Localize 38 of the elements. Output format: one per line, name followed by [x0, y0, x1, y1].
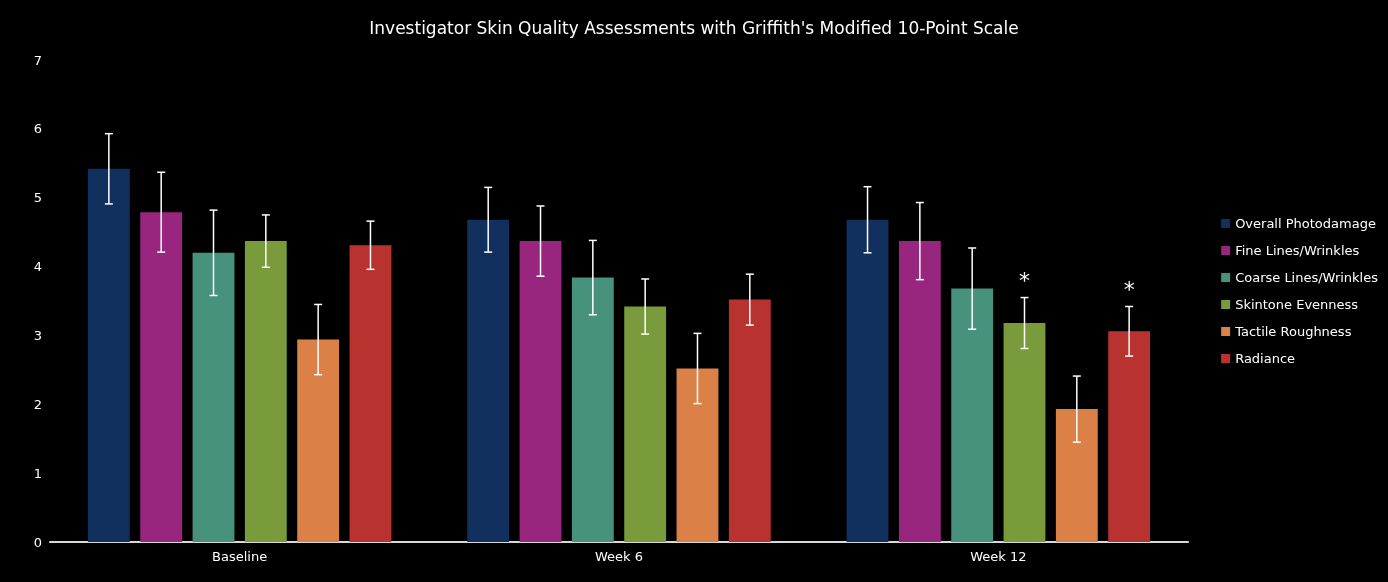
y-tick-label: 1	[33, 465, 42, 481]
chart-title: Investigator Skin Quality Assessments with Griffith's Modified 10-Point Scale	[369, 17, 1019, 38]
bar	[846, 219, 889, 542]
bar	[297, 339, 340, 542]
bar	[1108, 331, 1151, 542]
y-tick-label: 2	[33, 396, 42, 412]
legend-label: Tactile Roughness	[1234, 324, 1352, 339]
bar	[1055, 409, 1098, 542]
y-tick-label: 0	[33, 534, 42, 550]
y-tick-label: 7	[33, 52, 42, 68]
bar	[728, 299, 771, 542]
bar	[244, 241, 287, 542]
legend-label: Radiance	[1235, 351, 1296, 366]
y-tick-label: 4	[33, 259, 42, 275]
x-tick-label: Week 6	[594, 549, 644, 564]
legend-label: Overall Photodamage	[1235, 216, 1376, 231]
bar	[624, 306, 667, 542]
legend-label: Coarse Lines/Wrinkles	[1235, 270, 1379, 285]
bar	[676, 368, 719, 542]
bar	[192, 252, 235, 542]
bar	[951, 288, 994, 542]
legend-label: Skintone Evenness	[1235, 297, 1359, 312]
data-label: *	[1123, 277, 1135, 303]
legend-label: Fine Lines/Wrinkles	[1235, 243, 1360, 258]
y-tick-label: 5	[33, 190, 42, 206]
bar	[467, 219, 510, 542]
bar	[898, 241, 941, 542]
bar	[349, 245, 392, 542]
y-tick-label: 6	[33, 121, 42, 137]
data-label: *	[1018, 268, 1030, 294]
bar	[519, 241, 562, 542]
bar	[140, 212, 183, 542]
x-tick-label: Baseline	[212, 549, 268, 564]
bar	[87, 168, 130, 542]
y-tick-label: 3	[33, 327, 42, 343]
bar	[1003, 323, 1046, 542]
bar	[571, 277, 614, 542]
x-tick-label: Week 12	[970, 549, 1027, 564]
